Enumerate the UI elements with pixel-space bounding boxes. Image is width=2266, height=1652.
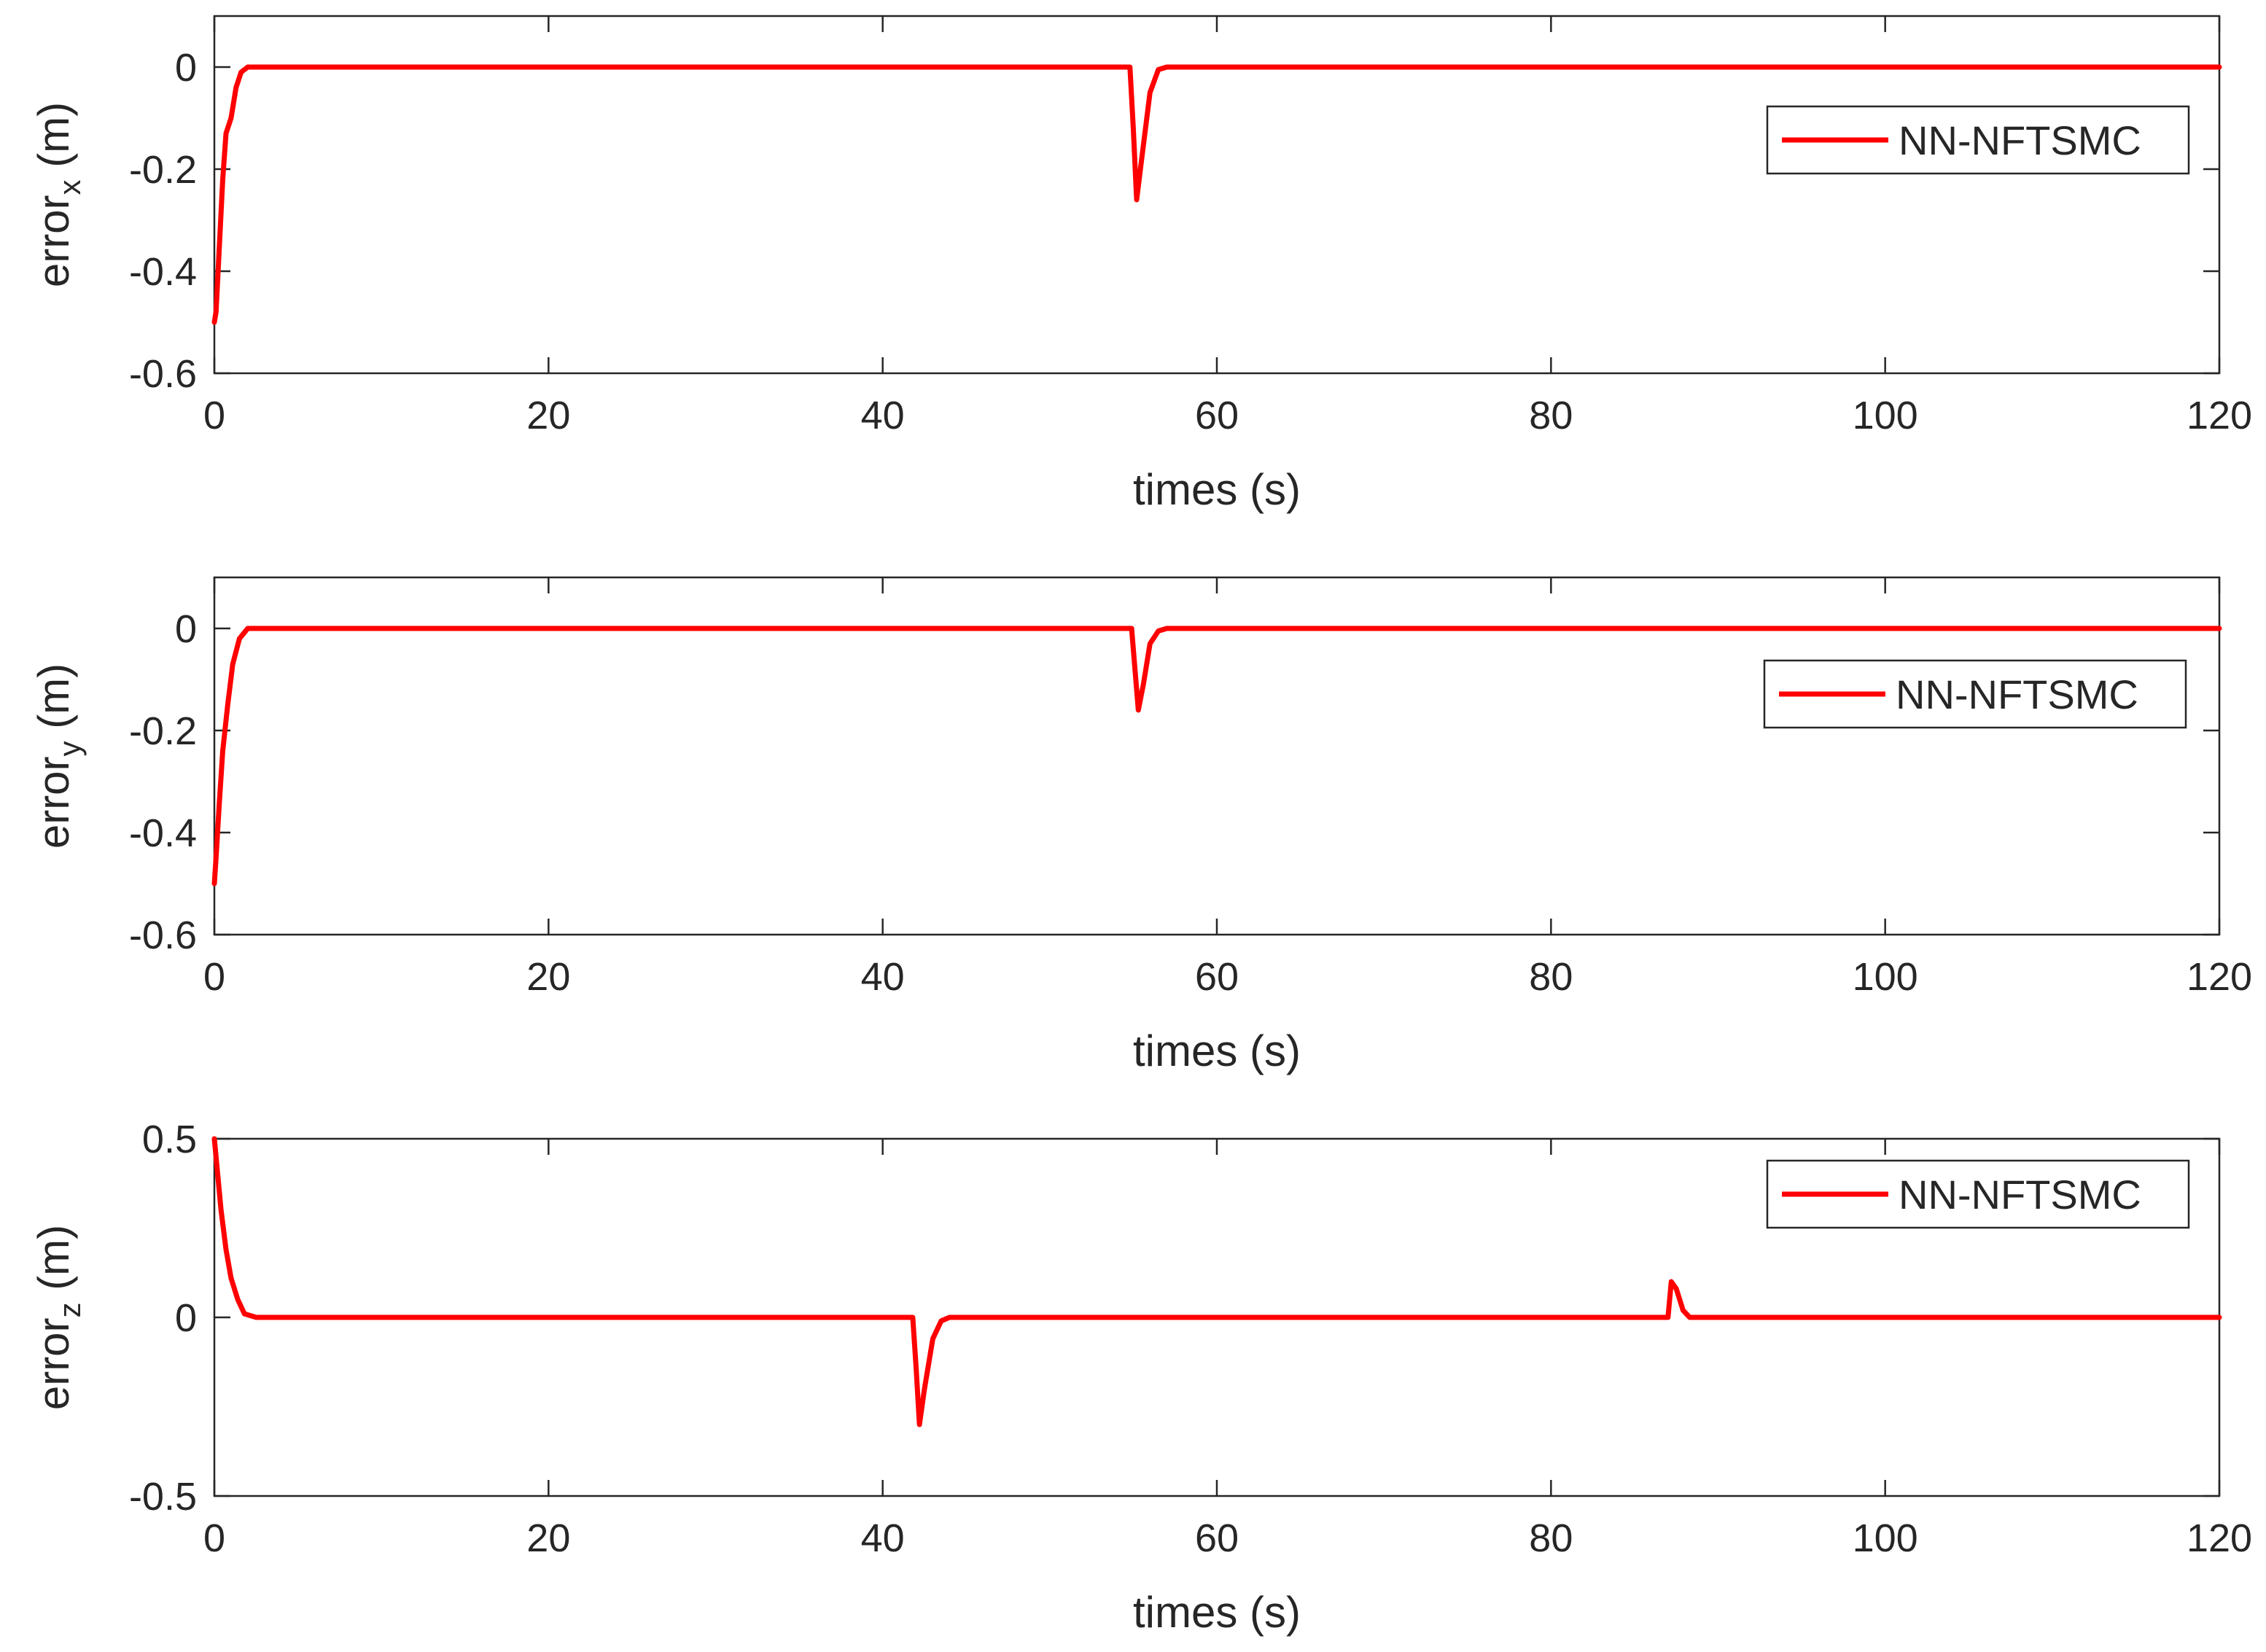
y-tick-label: -0.6 [129,913,197,957]
y-tick-label: -0.4 [129,250,197,294]
series-line-1 [211,64,2222,325]
x-axis-label: times (s) [1133,465,1301,514]
x-tick-label: 20 [526,955,570,999]
x-tick-label: 60 [1195,1516,1239,1560]
y-axis-label-base: error [29,195,78,287]
legend-label: NN-NFTSMC [1899,117,2141,163]
y-axis-label: errory (m) [29,663,87,849]
series-line-1 [211,626,2222,887]
y-tick-label: 0 [175,46,197,90]
legend-label: NN-NFTSMC [1896,671,2138,717]
legend: NN-NFTSMC [1766,105,2190,175]
x-tick-label: 100 [1853,1516,1918,1560]
x-tick-label: 0 [203,955,225,999]
y-axis-label-base: error [29,1317,78,1410]
x-tick-label: 80 [1529,955,1573,999]
x-tick-label: 20 [526,394,570,437]
y-axis-label-unit: (m) [29,663,78,741]
x-tick-label: 20 [526,1516,570,1560]
x-tick-label: 100 [1853,955,1918,999]
y-tick-label: -0.2 [129,709,197,753]
subplot-1: 0 20 40 60 80 100 120 -0.6 -0.4 -0.2 0 times (s) err… [29,15,2252,514]
x-tick-label: 120 [2187,955,2252,999]
y-tick-label: 0 [175,1296,197,1340]
legend: NN-NFTSMC [1763,659,2187,729]
x-tick-label: 120 [2187,1516,2252,1560]
x-tick-label: 40 [861,1516,905,1560]
y-axis-label-subscript: x [52,179,87,195]
y-axis-label-unit: (m) [29,1225,78,1303]
x-tick-label: 60 [1195,394,1239,437]
x-tick-label: 120 [2187,394,2252,437]
y-tick-label: -0.4 [129,811,197,855]
y-axis-label-subscript: z [52,1302,87,1317]
y-tick-label: -0.6 [129,352,197,396]
x-axis-label: times (s) [1133,1026,1301,1075]
y-axis-label-subscript: y [52,741,87,756]
x-tick-label: 0 [203,1516,225,1560]
y-axis-label-base: error [29,756,78,849]
y-axis-label-unit: (m) [29,102,78,180]
x-tick-label: 40 [861,955,905,999]
y-tick-label: 0 [175,607,197,651]
x-tick-label: 40 [861,394,905,437]
y-axis-label: errorz (m) [29,1225,87,1410]
x-tick-label: 100 [1853,394,1918,437]
series-line-1 [211,1136,2222,1427]
x-tick-label: 0 [203,394,225,437]
x-tick-label: 80 [1529,1516,1573,1560]
y-tick-label: -0.2 [129,148,197,192]
legend: NN-NFTSMC [1766,1159,2190,1229]
x-axis-label: times (s) [1133,1588,1301,1637]
legend-label: NN-NFTSMC [1899,1172,2141,1217]
y-tick-label: 0.5 [142,1118,197,1161]
x-tick-label: 60 [1195,955,1239,999]
subplot-2: 0 20 40 60 80 100 120 -0.6 -0.4 -0.2 0 times (s) err… [29,576,2252,1075]
x-tick-label: 80 [1529,394,1573,437]
y-tick-label: -0.5 [129,1475,197,1519]
y-axis-label: errorx (m) [29,102,87,287]
